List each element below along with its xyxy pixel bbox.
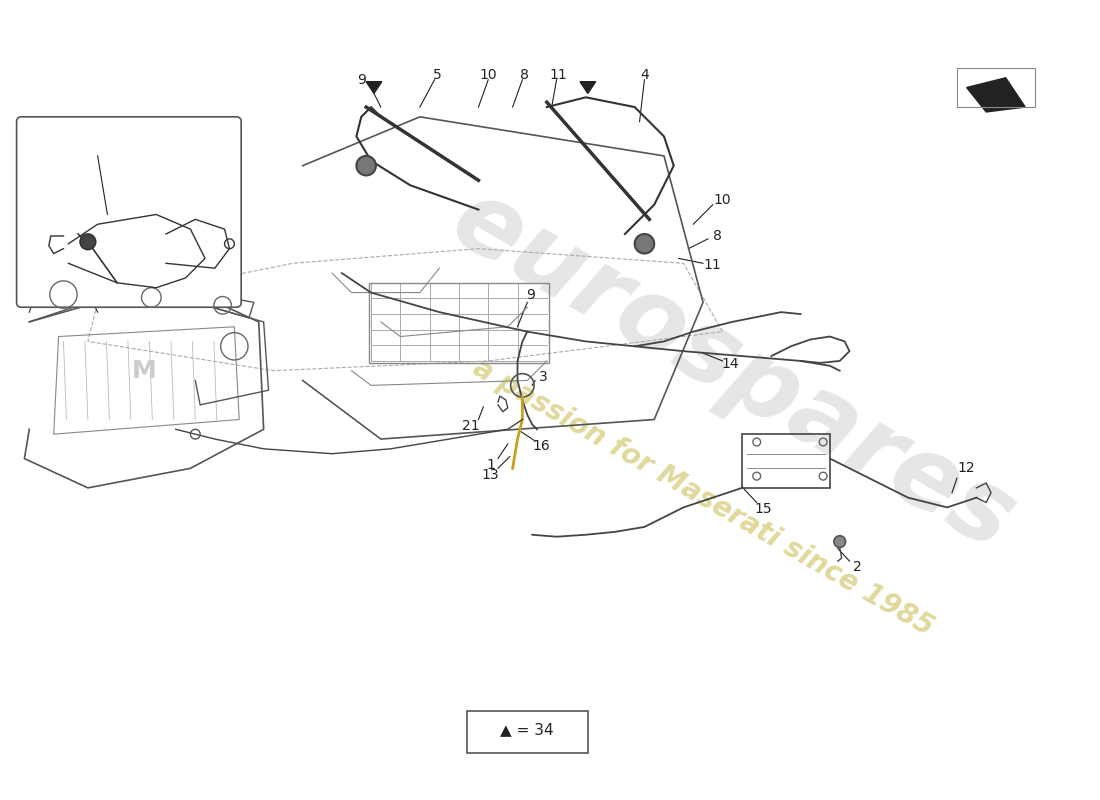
Text: 15: 15 (755, 502, 772, 516)
Text: 16: 16 (532, 439, 550, 453)
Text: 17: 17 (89, 141, 107, 155)
Text: 13: 13 (482, 468, 499, 482)
Text: 9: 9 (526, 287, 535, 302)
Bar (370, 283, 549, 363)
Text: 8: 8 (520, 68, 529, 82)
Text: 10: 10 (480, 68, 497, 82)
Text: 4: 4 (640, 68, 649, 82)
Text: 8: 8 (713, 229, 722, 243)
Text: 11: 11 (550, 68, 568, 82)
Text: 3: 3 (539, 370, 548, 383)
Circle shape (635, 234, 654, 254)
Text: 9: 9 (356, 73, 365, 86)
Text: 12: 12 (958, 462, 976, 475)
Circle shape (834, 536, 846, 547)
FancyBboxPatch shape (466, 710, 587, 754)
Text: 5: 5 (433, 68, 442, 82)
Text: a passion for Maserati since 1985: a passion for Maserati since 1985 (468, 354, 938, 642)
Text: 10: 10 (714, 193, 732, 207)
Polygon shape (967, 78, 1025, 112)
Text: 2: 2 (852, 560, 861, 574)
Text: 19: 19 (138, 246, 155, 261)
Circle shape (80, 234, 96, 250)
Text: M: M (132, 358, 157, 382)
FancyBboxPatch shape (16, 117, 241, 307)
Text: 14: 14 (722, 357, 739, 371)
Text: eurospares: eurospares (434, 170, 1031, 571)
Circle shape (356, 156, 376, 175)
Text: ▲ = 34: ▲ = 34 (500, 722, 554, 738)
Bar (742, 434, 830, 488)
Polygon shape (366, 82, 382, 94)
Text: 18: 18 (194, 259, 211, 274)
Text: 1: 1 (486, 458, 496, 473)
Text: 11: 11 (704, 258, 722, 272)
Text: 21: 21 (462, 419, 480, 434)
Polygon shape (580, 82, 595, 94)
Text: 20: 20 (65, 269, 82, 283)
